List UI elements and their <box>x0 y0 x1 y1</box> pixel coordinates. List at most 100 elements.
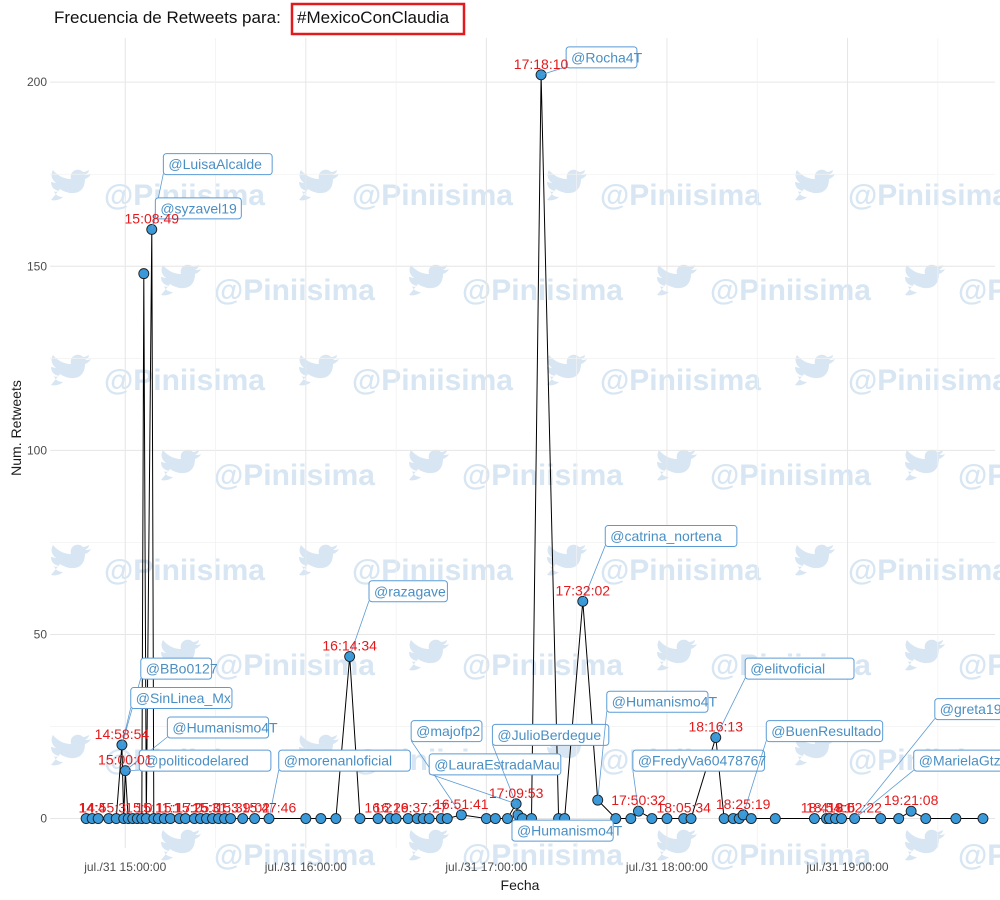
time-label: 14:58:54 <box>95 726 150 742</box>
time-label: 18:54:1 <box>806 800 853 816</box>
time-label: 16:51:41 <box>434 796 489 812</box>
watermark-tile: @Piniisima <box>409 264 623 307</box>
user-label: @Humanismo4T <box>172 720 278 736</box>
watermark-text: @Piniisima <box>958 274 1000 307</box>
watermark-tile: @Piniisima <box>51 354 265 397</box>
time-label: 15:47:46 <box>242 800 297 816</box>
watermark-tile: @Piniisima <box>299 354 513 397</box>
chart-hashtag: #MexicoConClaudia <box>297 8 450 27</box>
data-point <box>489 813 501 824</box>
user-label: @LauraEstradaMau <box>434 756 560 772</box>
time-label: 17:32:02 <box>556 582 611 598</box>
watermark-tile: @Piniisima <box>795 544 1000 587</box>
watermark-text: @Piniisima <box>848 364 1000 397</box>
user-label-box <box>130 687 233 710</box>
user-label: @razagave <box>374 583 446 599</box>
user-label: @catrina_nortena <box>610 528 722 544</box>
data-point <box>354 813 366 824</box>
label-connector <box>854 718 936 819</box>
user-label-box <box>278 749 411 772</box>
time-label: 14:4 <box>79 800 106 816</box>
user-label-box <box>934 698 1000 721</box>
user-label: @BuenResultado <box>771 723 881 739</box>
time-label: 19:21:08 <box>884 792 939 808</box>
data-point <box>875 813 887 824</box>
watermark-text: @Piniisima <box>214 459 375 492</box>
twitter-bird-icon <box>161 829 201 861</box>
watermark-text: @Piniisima <box>352 364 513 397</box>
y-tick-label: 150 <box>27 259 47 273</box>
data-point <box>977 813 989 824</box>
watermark-text: @Piniisima <box>352 179 513 212</box>
time-label: 16:14:34 <box>322 638 377 654</box>
watermark-tile: @Piniisima <box>657 829 871 872</box>
watermark-text: @Piniisima <box>462 459 623 492</box>
watermark-text: @Piniisima <box>600 554 761 587</box>
watermark-text: @Piniisima <box>214 839 375 872</box>
watermark-tile: @Piniisima <box>795 169 1000 212</box>
time-label: 17:18:10 <box>514 56 569 72</box>
data-point <box>330 813 342 824</box>
twitter-bird-icon <box>161 449 201 481</box>
data-point <box>315 813 327 824</box>
twitter-bird-icon <box>161 639 201 671</box>
data-point <box>836 813 847 824</box>
twitter-bird-icon <box>409 264 449 296</box>
user-label-box <box>166 716 270 739</box>
twitter-bird-icon <box>905 829 945 861</box>
twitter-bird-icon <box>795 354 835 386</box>
time-label: 15:31:3 <box>192 800 239 816</box>
y-tick-label: 200 <box>27 75 47 89</box>
time-label: 16:37:27 <box>393 800 448 816</box>
watermark-text: @Piniisima <box>958 839 1000 872</box>
data-point <box>646 813 658 824</box>
label-connector <box>854 769 914 819</box>
watermark-text: @Piniisima <box>710 459 871 492</box>
time-label: 17:09:53 <box>489 785 544 801</box>
time-label: 15:17:0 <box>156 800 203 816</box>
watermark-text: @Piniisima <box>104 364 265 397</box>
watermark-text: @Piniisima <box>848 554 1000 587</box>
data-point <box>502 813 513 824</box>
label-connector <box>121 707 132 746</box>
data-point <box>237 813 249 824</box>
user-label: @majofp2 <box>416 723 480 739</box>
twitter-bird-icon <box>795 544 835 576</box>
series-layer <box>80 69 989 824</box>
data-point <box>300 813 312 824</box>
user-label: @JulioBerdegue <box>497 727 601 743</box>
user-label: @BBo0127 <box>146 661 218 677</box>
user-label: @Humanismo4T <box>517 823 623 839</box>
data-point <box>390 813 402 824</box>
chart-title: Frecuencia de Retweets para: <box>54 8 281 27</box>
watermark-tile: @Piniisima <box>905 264 1000 307</box>
time-label: 15:11:1 <box>136 800 182 816</box>
watermark-tile: @Piniisima <box>657 449 871 492</box>
data-point <box>625 813 637 824</box>
y-tick-label: 50 <box>34 627 48 641</box>
data-point <box>718 813 730 824</box>
watermark-tile: @Piniisima <box>905 829 1000 872</box>
label-connector <box>632 770 639 812</box>
watermark-tile: @Piniisima <box>409 449 623 492</box>
twitter-bird-icon <box>51 169 91 201</box>
watermark-tile: @Piniisima <box>657 264 871 307</box>
twitter-bird-icon <box>905 264 945 296</box>
twitter-bird-icon <box>51 354 91 386</box>
twitter-bird-icon <box>905 639 945 671</box>
annotation-layer: @LuisaAlcalde @syzavel19 @BBo0127 @SinLinea… <box>79 46 1000 842</box>
watermark-text: @Piniisima <box>462 649 623 682</box>
watermark-text: @Piniisima <box>848 179 1000 212</box>
twitter-bird-icon <box>905 449 945 481</box>
label-connector <box>597 711 608 801</box>
x-tick-label: jul./31 16:00:00 <box>264 860 347 874</box>
time-label: 18:25:19 <box>716 796 771 812</box>
data-point <box>92 813 104 824</box>
twitter-bird-icon <box>299 354 339 386</box>
y-tick-label: 0 <box>40 812 47 826</box>
user-label-box <box>744 657 855 680</box>
watermark-tile: @Piniisima <box>161 449 375 492</box>
twitter-bird-icon <box>657 264 697 296</box>
data-point <box>423 813 435 824</box>
